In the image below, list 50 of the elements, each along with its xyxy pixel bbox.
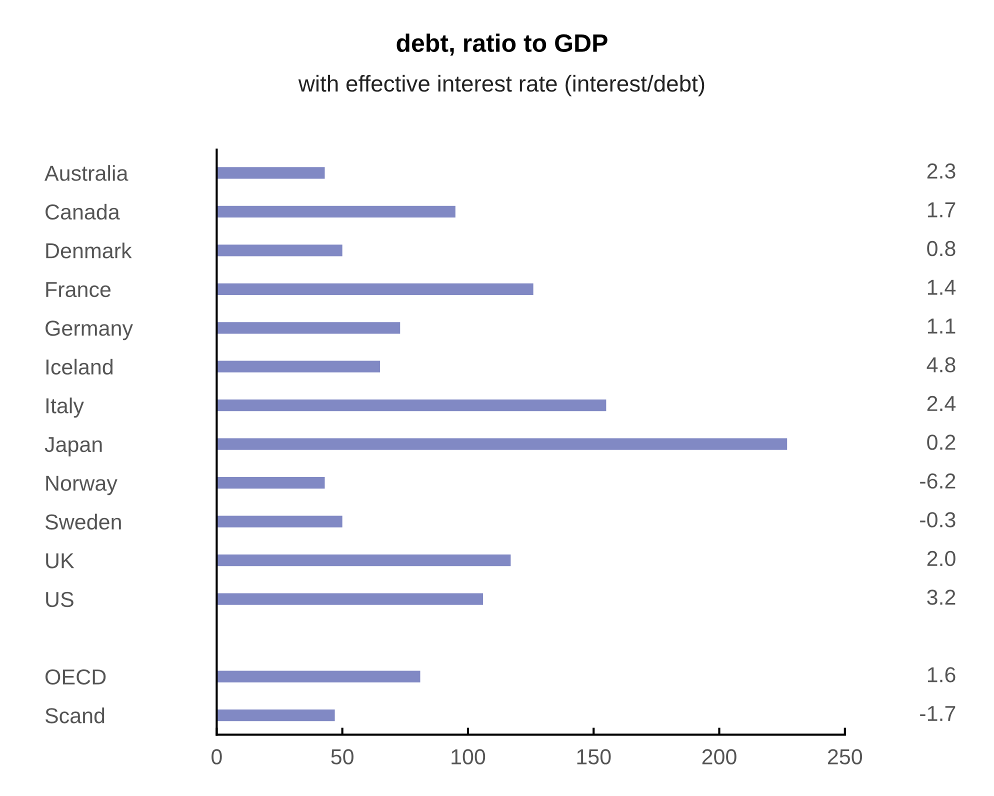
bar (216, 438, 788, 450)
bar (216, 167, 325, 179)
y-tick-label: Sweden (45, 514, 121, 530)
text: 4.8 (926, 357, 956, 372)
x-tick-label: 200 (702, 749, 736, 764)
y-tick-label: France (46, 282, 111, 298)
text: -0.3 (920, 512, 956, 528)
bar (216, 244, 342, 256)
bar (216, 710, 335, 722)
y-tick-label: Australia (44, 165, 128, 181)
bar (216, 400, 606, 412)
y-tick-label: Italy (46, 398, 84, 418)
text: -6.2 (920, 473, 956, 489)
y-tick-label: Scand (45, 708, 104, 724)
x-tick-label: 250 (828, 749, 862, 764)
y-tick-label: Norway (46, 476, 118, 496)
x-tick-label: 50 (331, 749, 354, 764)
y-tick-label: Japan (44, 437, 102, 456)
y-tick-label: UK (46, 553, 74, 568)
bar (216, 516, 342, 528)
text: -1.7 (920, 706, 956, 721)
y-tick-label: US (46, 592, 74, 608)
x-tick-label: 150 (577, 749, 611, 764)
bar (216, 283, 534, 295)
text: 1.7 (928, 202, 956, 218)
y-tick-label: OECD (45, 669, 106, 685)
bar (216, 554, 511, 566)
y-tick-label: Germany (46, 320, 133, 340)
x-tick-label: 100 (452, 749, 486, 764)
bar (216, 206, 456, 218)
bar (216, 593, 484, 605)
text: 1.1 (928, 318, 956, 334)
text: 0.2 (927, 434, 956, 450)
bar (216, 322, 400, 334)
text: 0.8 (927, 240, 956, 256)
y-tick-label: Iceland (46, 358, 112, 375)
text: 1.6 (928, 667, 956, 682)
bar (216, 477, 325, 489)
chart-subtitle: with effective interest rate (interest/debt) (298, 74, 704, 96)
y-tick-label: Denmark (46, 242, 132, 258)
chart-title: debt, ratio to GDP (396, 34, 608, 56)
text: 2.3 (927, 163, 956, 179)
bar (216, 670, 420, 682)
text: 2.4 (927, 396, 956, 411)
bar (216, 360, 380, 372)
text: 3.2 (927, 590, 956, 605)
text: 1.4 (928, 280, 956, 295)
text: 2.0 (927, 550, 956, 566)
y-tick-label: Canada (46, 204, 120, 220)
x-tick-label: 0 (212, 749, 222, 764)
